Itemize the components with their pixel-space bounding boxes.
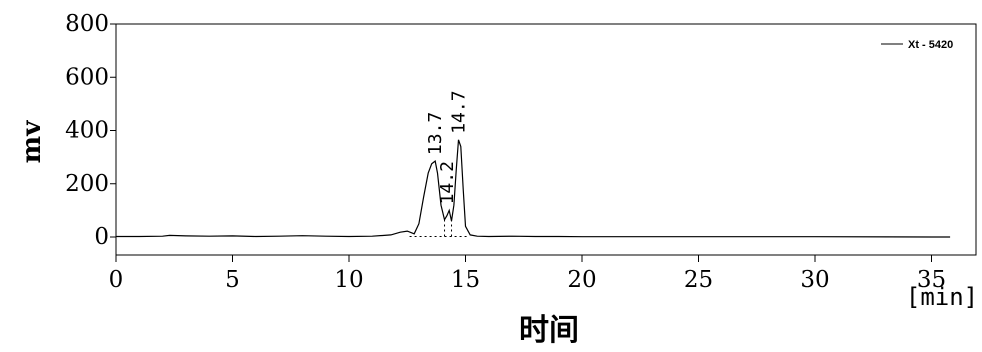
legend-entry: Xt - 5420 bbox=[908, 39, 953, 51]
y-tick-label: 0 bbox=[94, 224, 109, 250]
x-axis-unit: [min] bbox=[906, 283, 978, 311]
x-axis-title: 时间 bbox=[519, 313, 579, 348]
x-tick-label: 25 bbox=[684, 267, 713, 293]
y-tick-label: 400 bbox=[65, 118, 109, 144]
peak-label: 14.7 bbox=[449, 90, 470, 133]
plot-frame bbox=[115, 23, 977, 256]
peak-label: 14.2 bbox=[437, 161, 458, 204]
y-tick-label: 600 bbox=[65, 64, 109, 90]
x-tick-label: 20 bbox=[567, 267, 596, 293]
x-tick-label: 0 bbox=[109, 267, 124, 293]
x-tick-label: 5 bbox=[225, 267, 240, 293]
x-tick-label: 30 bbox=[800, 267, 829, 293]
y-tick-label: 800 bbox=[65, 11, 109, 37]
x-axis: 0 5 10 15 20 25 30 35 bbox=[109, 255, 946, 293]
peak-labels: 13.7 14.2 14.7 bbox=[425, 90, 469, 204]
peak-label: 13.7 bbox=[425, 112, 446, 155]
series-line bbox=[116, 139, 951, 238]
x-tick-label: 35 bbox=[917, 267, 946, 293]
x-tick-label: 10 bbox=[334, 267, 363, 293]
peak-baselines bbox=[409, 219, 468, 237]
y-tick-label: 200 bbox=[65, 171, 109, 197]
legend: Xt - 5420 bbox=[881, 39, 953, 51]
y-axis-title: mv bbox=[17, 120, 47, 164]
x-tick-label: 15 bbox=[451, 267, 480, 293]
y-axis: 0 200 400 600 800 bbox=[65, 11, 116, 250]
